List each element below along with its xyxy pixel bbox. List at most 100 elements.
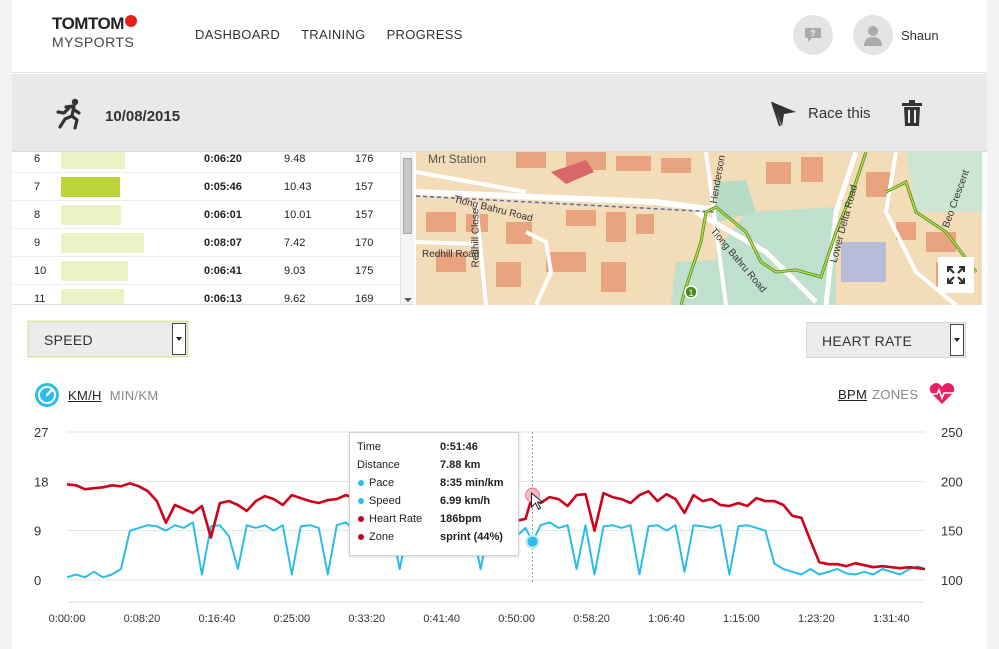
y-right-tick-label: 250	[941, 425, 963, 440]
x-tick-label: 0:41:40	[423, 613, 460, 625]
logo-hands-icon	[124, 15, 137, 27]
tooltip-key: Speed	[369, 495, 401, 507]
map-label-redhill: Redhill Road	[422, 249, 480, 260]
mouse-pointer-icon	[530, 492, 544, 510]
split-number: 6	[34, 153, 41, 165]
x-tick-label: 0:25:00	[273, 613, 310, 625]
split-time: 0:06:41	[204, 265, 242, 277]
x-tick-label: 1:15:00	[723, 613, 760, 625]
speed-units-toggle: KM/H MIN/KM	[34, 382, 158, 408]
tooltip-key: Distance	[357, 459, 400, 471]
activity-header: 10/08/2015 Race this	[12, 74, 987, 152]
unit-kmh[interactable]: KM/H	[68, 387, 102, 403]
split-pace-bar	[61, 152, 125, 169]
split-row[interactable]: 10 0:06:41 9.03 175	[12, 257, 400, 285]
series-dot-icon	[358, 516, 364, 522]
tooltip-value: 186bpm	[440, 513, 482, 525]
split-time: 0:05:46	[204, 181, 242, 193]
split-row[interactable]: 6 0:06:20 9.48 176	[12, 152, 400, 173]
svg-text:1: 1	[688, 288, 693, 298]
race-this-button[interactable]: Race this	[768, 98, 871, 128]
split-heart-rate: 157	[355, 209, 374, 221]
splits-scroll-thumb[interactable]	[403, 158, 412, 234]
nav-training[interactable]: TRAINING	[301, 27, 366, 42]
scroll-down-arrow-icon[interactable]	[404, 298, 412, 302]
hr-units-toggle: BPM ZONES	[838, 382, 955, 406]
split-speed: 9.48	[284, 153, 306, 165]
y-right-tick-label: 200	[941, 474, 963, 489]
user-avatar[interactable]	[853, 15, 893, 55]
running-icon	[56, 98, 81, 130]
split-pace-bar	[61, 261, 128, 281]
tomtom-mysports-logo[interactable]: TOMTOM MYSPORTS	[52, 14, 137, 50]
split-number: 9	[34, 237, 41, 249]
expand-icon	[947, 266, 965, 284]
tooltip-key: Pace	[369, 477, 395, 489]
nav-progress[interactable]: PROGRESS	[386, 27, 463, 42]
speed-marker	[525, 534, 540, 549]
logo-wordmark: TOMTOM	[52, 14, 124, 33]
y-left-tick-label: 0	[34, 573, 41, 588]
split-speed: 10.43	[284, 181, 312, 193]
left-metric-select[interactable]: SPEED	[28, 321, 188, 357]
split-number: 8	[34, 209, 41, 221]
page: TOMTOM MYSPORTS DASHBOARD TRAINING PROGR…	[12, 0, 987, 649]
split-time: 0:06:01	[204, 209, 242, 221]
x-tick-label: 0:33:20	[348, 613, 385, 625]
chevron-down-icon[interactable]	[172, 323, 186, 355]
splits-table[interactable]: 6 0:06:20 9.48 176 7 0:05:46 10.43 157 8 0:06:01 1…	[12, 152, 414, 305]
x-tick-label: 1:06:40	[648, 613, 685, 625]
split-speed: 9.62	[284, 293, 306, 305]
trash-icon[interactable]	[901, 100, 923, 126]
x-tick-label: 0:58:20	[573, 613, 610, 625]
x-tick-label: 0:50:00	[498, 613, 535, 625]
right-metric-select[interactable]: HEART RATE	[806, 322, 966, 358]
y-right-tick-label: 100	[941, 573, 963, 588]
split-heart-rate: 175	[355, 265, 374, 277]
top-header: TOMTOM MYSPORTS DASHBOARD TRAINING PROGR…	[12, 0, 987, 73]
x-tick-label: 0:08:20	[124, 613, 161, 625]
route-map[interactable]: 1 Mrt Station Tiong Bahru Road Tiong Bah…	[416, 152, 982, 305]
tooltip-key: Time	[357, 441, 382, 453]
split-heart-rate: 176	[355, 153, 374, 165]
split-time: 0:06:20	[204, 153, 242, 165]
tooltip-row: Speed 6.99 km/h	[357, 495, 517, 509]
split-row[interactable]: 8 0:06:01 10.01 157	[12, 201, 400, 229]
split-pace-bar	[61, 177, 120, 197]
map-fullscreen-button[interactable]	[938, 257, 974, 293]
tooltip-row: Heart Rate 186bpm	[357, 513, 517, 527]
y-left-tick-label: 27	[34, 425, 48, 440]
split-speed: 10.01	[284, 209, 312, 221]
y-left-tick-label: 9	[34, 524, 41, 539]
splits-scrollbar[interactable]	[400, 152, 414, 304]
x-tick-label: 0:00:00	[49, 613, 86, 625]
tooltip-row: Zone sprint (44%)	[357, 531, 517, 545]
y-right-tick-label: 150	[941, 524, 963, 539]
chart-tooltip: Time 0:51:46 Distance 7.88 km Pace 8:35 min/k…	[349, 432, 519, 556]
user-name[interactable]: Shaun	[901, 28, 939, 43]
tooltip-row: Distance 7.88 km	[357, 459, 517, 473]
split-speed: 7.42	[284, 237, 306, 249]
x-tick-label: 1:31:40	[873, 613, 910, 625]
y-left-tick-label: 18	[34, 474, 48, 489]
split-heart-rate: 170	[355, 237, 374, 249]
unit-bpm[interactable]: BPM	[838, 386, 868, 402]
race-arrow-icon	[771, 101, 796, 127]
chat-bubble-icon: ?	[805, 28, 821, 42]
tooltip-value: 0:51:46	[440, 441, 478, 453]
split-row[interactable]: 7 0:05:46 10.43 157	[12, 173, 400, 201]
chevron-down-icon[interactable]	[950, 324, 964, 356]
unit-minkm[interactable]: MIN/KM	[109, 387, 159, 403]
split-time: 0:06:13	[204, 293, 242, 305]
feedback-button[interactable]: ?	[793, 15, 833, 55]
split-row[interactable]: 11 0:06:13 9.62 169	[12, 285, 400, 305]
user-silhouette-icon	[864, 26, 882, 46]
split-time: 0:08:07	[204, 237, 242, 249]
split-row[interactable]: 9 0:08:07 7.42 170	[12, 229, 400, 257]
svg-text:?: ?	[811, 29, 816, 38]
map-label-station: Mrt Station	[428, 152, 487, 166]
unit-zones[interactable]: ZONES	[872, 386, 919, 402]
tooltip-value: 8:35 min/km	[440, 477, 504, 489]
nav-dashboard[interactable]: DASHBOARD	[195, 27, 281, 42]
tooltip-key: Zone	[369, 531, 395, 543]
